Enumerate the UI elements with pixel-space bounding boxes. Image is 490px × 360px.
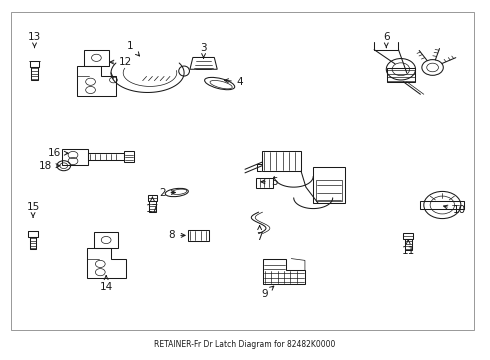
Text: 10: 10 (443, 205, 466, 215)
Bar (11, 12, 474, 330)
Bar (94, 232, 118, 248)
Bar (405, 239, 412, 249)
Text: 11: 11 (402, 240, 415, 256)
Text: 3: 3 (200, 43, 207, 58)
Text: 14: 14 (99, 276, 113, 292)
Bar (403, 233, 413, 239)
Text: 9: 9 (261, 286, 274, 299)
Text: 5: 5 (261, 177, 277, 187)
Bar (188, 230, 209, 241)
Bar (84, 50, 109, 66)
Text: 6: 6 (383, 32, 390, 48)
Text: 18: 18 (39, 161, 60, 171)
Text: 12: 12 (110, 57, 132, 67)
Bar (31, 67, 38, 80)
Text: 15: 15 (26, 202, 40, 217)
Text: 7: 7 (256, 226, 263, 242)
Text: 8: 8 (169, 230, 185, 240)
Bar (262, 152, 301, 171)
Bar (124, 152, 134, 162)
Bar (30, 237, 36, 249)
Bar (256, 178, 273, 188)
Bar (30, 61, 39, 67)
Text: RETAINER-Fr Dr Latch Diagram for 82482K0000: RETAINER-Fr Dr Latch Diagram for 82482K0… (154, 340, 336, 349)
Bar (316, 180, 343, 202)
Bar (88, 153, 124, 160)
Text: 17: 17 (146, 197, 159, 213)
Bar (420, 202, 464, 208)
Text: 4: 4 (224, 77, 244, 87)
Text: 1: 1 (127, 41, 140, 56)
Bar (28, 231, 38, 237)
Bar (147, 195, 157, 202)
Text: 16: 16 (48, 148, 68, 158)
Bar (313, 167, 345, 203)
Text: 2: 2 (159, 188, 175, 198)
Bar (62, 149, 88, 165)
Bar (149, 202, 156, 212)
Text: 13: 13 (28, 32, 41, 48)
Bar (387, 68, 415, 82)
